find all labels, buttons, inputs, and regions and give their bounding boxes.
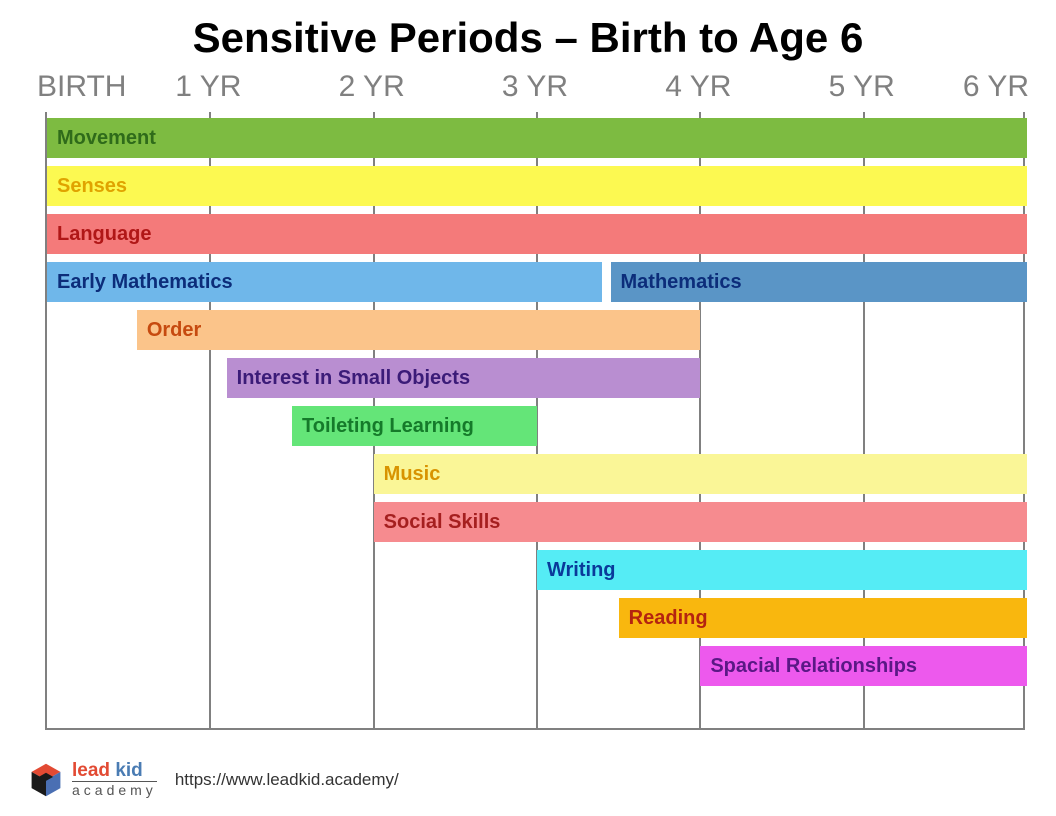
- logo-line-2: academy: [72, 781, 157, 798]
- period-bar-label: Reading: [629, 607, 708, 630]
- axis-tick-label: 2 YR: [339, 70, 405, 104]
- logo: lead kid academy: [28, 761, 157, 798]
- period-bar-label: Music: [384, 463, 441, 486]
- period-bar: Social Skills: [374, 502, 1027, 542]
- period-bar: Movement: [47, 118, 1027, 158]
- footer: lead kid academy https://www.leadkid.aca…: [28, 761, 399, 798]
- period-bar: Order: [137, 310, 701, 350]
- period-bar-label: Senses: [57, 175, 127, 198]
- period-bar: Interest in Small Objects: [227, 358, 701, 398]
- axis-tick-label: 5 YR: [829, 70, 895, 104]
- logo-cube-icon: [28, 762, 64, 798]
- period-bar-label: Early Mathematics: [57, 271, 233, 294]
- period-bar-label: Spacial Relationships: [710, 655, 917, 678]
- period-bar: Toileting Learning: [292, 406, 537, 446]
- logo-word-2: kid: [115, 760, 142, 781]
- period-bar: Spacial Relationships: [700, 646, 1027, 686]
- period-bar: Reading: [619, 598, 1027, 638]
- period-bar-label: Writing: [547, 559, 616, 582]
- period-bar: Mathematics: [611, 262, 1028, 302]
- axis-tick-label: BIRTH: [37, 70, 126, 104]
- axis-tick-label: 6 YR: [963, 70, 1029, 104]
- logo-text: lead kid academy: [72, 761, 157, 798]
- period-bar-label: Interest in Small Objects: [237, 367, 470, 390]
- period-bar-label: Order: [147, 319, 201, 342]
- period-bar-label: Social Skills: [384, 511, 501, 534]
- period-bar: Early Mathematics: [47, 262, 602, 302]
- logo-word-1: lead: [72, 760, 110, 781]
- period-bar-label: Language: [57, 223, 151, 246]
- axis-tick-label: 4 YR: [665, 70, 731, 104]
- period-bar-label: Mathematics: [621, 271, 742, 294]
- chart-area: Movement Senses Language Early Mathematics M…: [45, 112, 1025, 730]
- axis-tick-label: 1 YR: [175, 70, 241, 104]
- axis-tick-label: 3 YR: [502, 70, 568, 104]
- period-bar-label: Movement: [57, 127, 156, 150]
- chart-title: Sensitive Periods – Birth to Age 6: [0, 0, 1056, 68]
- period-bar: Senses: [47, 166, 1027, 206]
- footer-url: https://www.leadkid.academy/: [175, 770, 399, 790]
- period-bar-label: Toileting Learning: [302, 415, 474, 438]
- period-bar: Music: [374, 454, 1027, 494]
- period-bar: Writing: [537, 550, 1027, 590]
- period-bar: Language: [47, 214, 1027, 254]
